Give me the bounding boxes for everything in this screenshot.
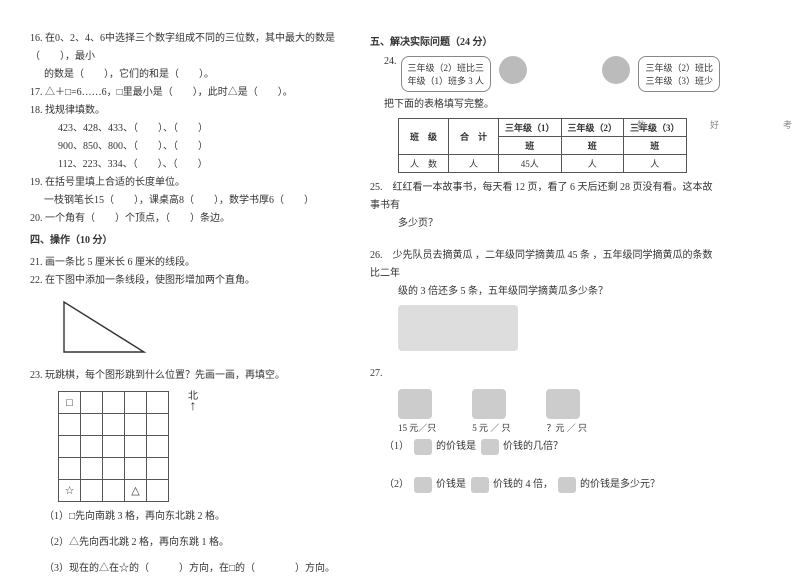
q23-s1: （1）□先向南跳 3 格，再向东北跳 2 格。 [30, 508, 350, 526]
q27-num-text: 27. [370, 368, 383, 379]
price-3: ？元 ／ 只 [547, 421, 588, 434]
toy-2-icon [472, 389, 506, 419]
th-c1b: 班 [499, 137, 562, 155]
q27-s2b: 价钱是 [436, 479, 466, 490]
arrow-up-icon: ↑ [190, 399, 197, 414]
td-c3: 人 [624, 155, 687, 173]
q24-t2: 把下面的表格填写完整。 [370, 96, 720, 114]
q19-l: 一枝钢笔长15（ ），课桌高8（ ），数学书厚6（ ） [30, 192, 350, 210]
cell-square: □ [59, 392, 81, 414]
q18-a: 423、428、433、（ ）、（ ） [30, 120, 350, 138]
side-tabs: 考 好 数 [780, 120, 794, 129]
q16-l2: 的数是（ ），它们的和是（ ）。 [30, 66, 350, 84]
bub2-l1: 三年级（2）班比 [645, 63, 713, 73]
avatar-boy-icon [602, 56, 630, 84]
speech-bubble-2: 三年级（2）班比 三年级（3）班少 [638, 56, 720, 92]
q23-s3: （3）现在的△在☆的（ ）方向，在□的（ ）方向。 [30, 560, 350, 578]
speech-bubble-1: 三年级（2）班比三 年级（1）班多 3 人 [401, 56, 492, 92]
toy-sm-2-icon [481, 439, 499, 455]
triangle-figure [58, 296, 350, 361]
th-c2b: 班 [561, 137, 624, 155]
right-column: 五、解决实际问题（24 分） 24. 三年级（2）班比三 年级（1）班多 3 人… [360, 0, 750, 548]
td-c1: 45人 [499, 155, 562, 173]
q19-t: 19. 在括号里填上合适的长度单位。 [30, 174, 350, 192]
cell-star: ☆ [59, 480, 81, 502]
q27-s2d: 的价钱是多少元？ [580, 479, 660, 490]
section-5-title: 五、解决实际问题（24 分） [370, 34, 720, 52]
th-c3: 三年级（3） [624, 119, 687, 137]
q27-s2c: 价钱的 4 倍， [493, 479, 553, 490]
toy-3-icon [546, 389, 580, 419]
th-class: 班 级 [399, 119, 449, 155]
q27-s2a: （2） [384, 479, 409, 490]
q23-s2: （2）△先向西北跳 2 格，再向东跳 1 格。 [30, 534, 350, 552]
q26-l2: 级的 3 倍还多 5 条，五年级同学摘黄瓜多少条？ [370, 283, 720, 301]
tab-b: 好 [708, 120, 721, 129]
bub2-l2: 三年级（3）班少 [645, 76, 713, 86]
q27-s1c: 价钱的几倍？ [503, 441, 563, 452]
q17: 17. △＋□=6……6，□里最小是（ ），此时△是（ ）。 [30, 84, 350, 102]
td-total: 人 [449, 155, 499, 173]
price-1: 15 元／只 [398, 421, 436, 434]
th-total: 合 计 [449, 119, 499, 155]
bub1-l2: 年级（1）班多 3 人 [408, 76, 485, 86]
price-2: 5 元 ／ 只 [472, 421, 510, 434]
toy-sm-4-icon [471, 477, 489, 493]
toy-sm-3-icon [414, 477, 432, 493]
q20: 20. 一个角有（ ）个顶点，（ ）条边。 [30, 210, 350, 228]
q16-l1: 16. 在0、2、4、6中选择三个数字组成不同的三位数，其中最大的数是（ ），最… [30, 30, 350, 66]
tab-c: 数 [635, 120, 648, 129]
q27-icons [398, 389, 720, 419]
th-c3b: 班 [624, 137, 687, 155]
q24-bubbles: 24. 三年级（2）班比三 年级（1）班多 3 人 三年级（2）班比 三年级（3… [384, 56, 720, 92]
grid-table: □ ☆ △ [58, 391, 169, 502]
left-column: 16. 在0、2、4、6中选择三个数字组成不同的三位数，其中最大的数是（ ），最… [0, 0, 360, 548]
toy-sm-5-icon [558, 477, 576, 493]
q27-s1b: 的价钱是 [436, 441, 476, 452]
q25-l1: 25. 红红看一本故事书，每天看 12 页，看了 6 天后还剩 28 页没有看。… [370, 179, 720, 215]
q26-picture [398, 305, 518, 351]
section-4-title: 四、操作（10 分） [30, 232, 350, 250]
q27-s2: （2） 价钱是 价钱的 4 倍， 的价钱是多少元？ [370, 476, 720, 494]
q27-num: 27. [370, 365, 720, 383]
td-people: 人 数 [399, 155, 449, 173]
grid-figure: 北 ↑ □ ☆△ [58, 391, 350, 502]
q25-l2: 多少页？ [370, 215, 720, 233]
q26-l1: 26. 少先队员去摘黄瓜 ，二年级同学摘黄瓜 45 条 ，五年级同学摘黄瓜的条数… [370, 247, 720, 283]
q27-s1: （1） 的价钱是 价钱的几倍？ [370, 438, 720, 456]
q27-prices: 15 元／只 5 元 ／ 只 ？元 ／ 只 [398, 421, 720, 434]
td-c2: 人 [561, 155, 624, 173]
q27-s1a: （1） [384, 441, 409, 452]
toy-1-icon [398, 389, 432, 419]
q18-t: 18. 找规律填数。 [30, 102, 350, 120]
q23-t: 23. 玩跳棋，每个图形跳到什么位置？先画一画，再填空。 [30, 367, 350, 385]
toy-sm-1-icon [414, 439, 432, 455]
tab-a: 考 [781, 120, 794, 129]
avatar-girl-icon [499, 56, 527, 84]
cell-triangle: △ [125, 480, 147, 502]
north-label: 北 ↑ [188, 387, 198, 413]
bub1-l1: 三年级（2）班比三 [408, 63, 485, 73]
q18-b: 900、850、800、（ ）、（ ） [30, 138, 350, 156]
q22: 22. 在下图中添加一条线段，使图形增加两个直角。 [30, 272, 350, 290]
q18-c: 112、223、334、（ ）、（ ） [30, 156, 350, 174]
th-c1: 三年级（1） [499, 119, 562, 137]
q24-num: 24. [384, 56, 397, 67]
q21: 21. 画一条比 5 厘米长 6 厘米的线段。 [30, 254, 350, 272]
th-c2: 三年级（2） [561, 119, 624, 137]
